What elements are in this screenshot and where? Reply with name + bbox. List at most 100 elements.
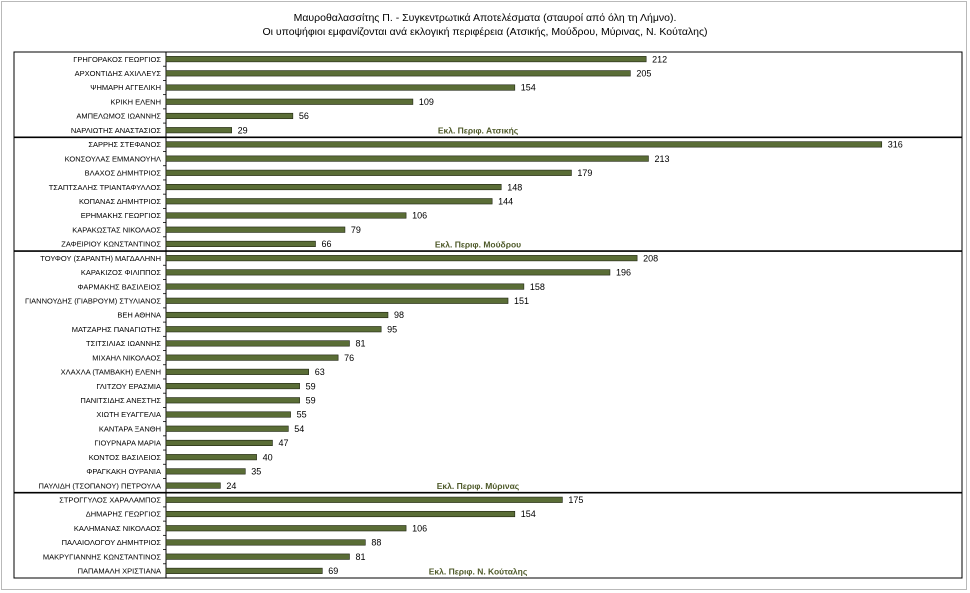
category-label: ΓΡΗΓΟΡΑΚΟΣ ΓΕΩΡΓΙΟΣ	[73, 55, 161, 64]
bar	[165, 340, 350, 347]
data-label: 47	[278, 438, 288, 448]
category-label: ΚΑΝΤΑΡΑ ΞΑΝΘΗ	[99, 424, 161, 433]
category-label: ΠΑΝΙΤΣΙΔΗΣ ΑΝΕΣΤΗΣ	[80, 396, 161, 405]
category-label: ΚΟΠΑΝΑΣ ΔΗΜΗΤΡΙΟΣ	[79, 197, 161, 206]
data-label: 88	[371, 538, 381, 548]
category-label: ΧΙΩΤΗ ΕΥΑΓΓΕΛΙΑ	[96, 410, 161, 419]
category-label: ΤΟΥΦΟΥ (ΣΑΡΑΝΤΗ) ΜΑΓΔΑΛΗΝΗ	[40, 254, 161, 263]
data-label: 29	[238, 125, 248, 135]
bar	[165, 112, 294, 120]
category-label: ΜΑΚΡΥΓΙΑΝΝΗΣ ΚΩΝΣΤΑΝΤΙΝΟΣ	[43, 552, 161, 561]
bar	[165, 510, 516, 518]
category-label: ΚΑΛΗΜΑΝΑΣ ΝΙΚΟΛΑΟΣ	[74, 524, 161, 533]
data-label: 212	[652, 54, 667, 64]
data-label: 316	[888, 140, 903, 150]
data-label: 40	[263, 452, 273, 462]
bar	[165, 169, 572, 176]
data-label: 81	[355, 339, 365, 349]
bar	[165, 255, 638, 262]
bar	[165, 411, 291, 418]
data-label: 213	[654, 154, 669, 164]
bar	[165, 269, 611, 276]
data-label: 54	[294, 424, 304, 434]
group-label: Εκλ. Περιφ. Ν. Κούταλης	[429, 566, 528, 576]
bar	[165, 468, 246, 475]
category-label: ΨΗΜΑΡΗ ΑΓΓΕΛΙΚΗ	[90, 83, 161, 92]
category-label: ΠΑΥΛΙΔΗ (ΤΣΟΠΑΝΟΥ) ΠΕΤΡΟΥΛΑ	[38, 481, 161, 490]
category-label: ΣΑΡΡΗΣ ΣΤΕΦΑΝΟΣ	[88, 140, 161, 149]
chart-subtitle: Οι υποψήφιοι εμφανίζονται ανά εκλογική π…	[262, 26, 708, 38]
chart-title: Μαυροθαλασσίτης Π. - Συγκεντρωτικά Αποτε…	[293, 12, 677, 24]
data-label: 35	[251, 467, 261, 477]
bar	[165, 326, 382, 333]
category-label: ΒΕΗ ΑΘΗΝΑ	[117, 311, 161, 320]
bar	[165, 98, 414, 105]
group-label: Εκλ. Περιφ. Ατσικής	[438, 126, 519, 136]
bar	[165, 368, 309, 375]
bar	[165, 212, 407, 219]
bar	[165, 70, 631, 77]
category-label: ΓΙΟΥΡΝΑΡΑ ΜΑΡΙΑ	[94, 439, 161, 448]
bar	[165, 311, 389, 319]
data-label: 144	[498, 196, 513, 206]
data-label: 59	[306, 395, 316, 405]
data-label: 208	[643, 253, 658, 263]
category-label: ΤΣΑΠΤΣΑΛΗΣ ΤΡΙΑΝΤΑΦΥΛΛΟΣ	[49, 183, 162, 192]
bar	[165, 226, 346, 233]
category-label: ΜΑΤΖΑΡΗΣ ΠΑΝΑΓΙΩΤΗΣ	[72, 325, 162, 334]
bar	[165, 454, 257, 461]
category-label: ΤΣΙΤΣΙΛΙΑΣ ΙΩΑΝΝΗΣ	[86, 339, 161, 348]
category-label: ΦΡΑΓΚΑΚΗ ΟΥΡΑΝΙΑ	[86, 467, 161, 476]
data-label: 158	[530, 282, 545, 292]
category-label: ΚΟΝΣΟΥΛΑΣ ΕΜΜΑΝΟΥΗΛ	[65, 154, 161, 163]
data-label: 79	[351, 225, 361, 235]
bar	[165, 383, 300, 390]
bar	[165, 198, 493, 205]
data-label: 154	[521, 509, 536, 519]
bar	[165, 297, 509, 304]
plot-area	[13, 51, 963, 579]
data-label: 148	[507, 182, 522, 192]
bar	[165, 127, 232, 134]
bar	[165, 283, 525, 290]
group-label: Εκλ. Περιφ. Μούδρου	[435, 239, 521, 249]
category-label: ΑΜΠΕΛΩΜΟΣ ΙΩΑΝΝΗΣ	[76, 112, 161, 121]
data-label: 81	[355, 552, 365, 562]
data-label: 98	[394, 310, 404, 320]
bar	[165, 84, 516, 91]
data-label: 59	[306, 381, 316, 391]
bar	[165, 141, 883, 148]
category-label: ΚΑΡΑΚΙΖΟΣ ΦΙΛΙΠΠΟΣ	[81, 268, 162, 277]
category-label: ΜΙΧΑΗΛ ΝΙΚΟΛΑΟΣ	[92, 353, 161, 362]
category-label: ΧΛΑΧΛΑ (ΤΑΜΒΑΚΗ) ΕΛΕΝΗ	[61, 368, 161, 377]
data-label: 175	[568, 495, 583, 505]
bar	[165, 184, 502, 191]
category-label: ΓΙΑΝΝΟΥΔΗΣ (ΓΙΑΒΡΟΥΜ) ΣΤΥΛΙΑΝΟΣ	[25, 296, 161, 305]
category-label: ΓΛΙΤΖΟΥ ΕΡΑΣΜΙΑ	[96, 382, 161, 391]
data-label: 55	[297, 410, 307, 420]
category-label: ΠΑΠΑΜΑΛΗ ΧΡΙΣΤΙΑΝΑ	[78, 567, 161, 576]
data-label: 24	[226, 481, 236, 491]
data-label: 106	[412, 523, 427, 533]
bar	[165, 240, 316, 247]
category-label: ΑΡΧΟΝΤΙΔΗΣ ΑΧΙΛΛΕΥΣ	[75, 69, 162, 78]
bar	[165, 496, 563, 503]
bar	[165, 553, 350, 560]
category-label: ΚΡΙΚΗ ΕΛΕΝΗ	[111, 97, 161, 106]
data-label: 106	[412, 211, 427, 221]
bar	[165, 525, 407, 532]
data-label: 69	[328, 566, 338, 576]
category-label: ΦΑΡΜΑΚΗΣ ΒΑΣΙΛΕΙΟΣ	[78, 282, 162, 291]
data-label: 151	[514, 296, 529, 306]
bar	[165, 155, 649, 162]
category-label: ΠΑΛΑΙΟΛΟΓΟΥ ΔΗΜΗΤΡΙΟΣ	[62, 538, 162, 547]
category-label: ΣΤΡΟΓΓΥΛΟΣ ΧΑΡΑΛΑΜΠΟΣ	[59, 496, 161, 505]
bar	[165, 425, 289, 432]
data-label: 205	[636, 69, 651, 79]
bar	[165, 439, 273, 446]
bar	[165, 539, 366, 546]
data-label: 109	[419, 97, 434, 107]
data-label: 66	[321, 239, 331, 249]
data-label: 196	[616, 268, 631, 278]
category-label: ΕΡΗΜΑΚΗΣ ΓΕΩΡΓΙΟΣ	[81, 211, 162, 220]
